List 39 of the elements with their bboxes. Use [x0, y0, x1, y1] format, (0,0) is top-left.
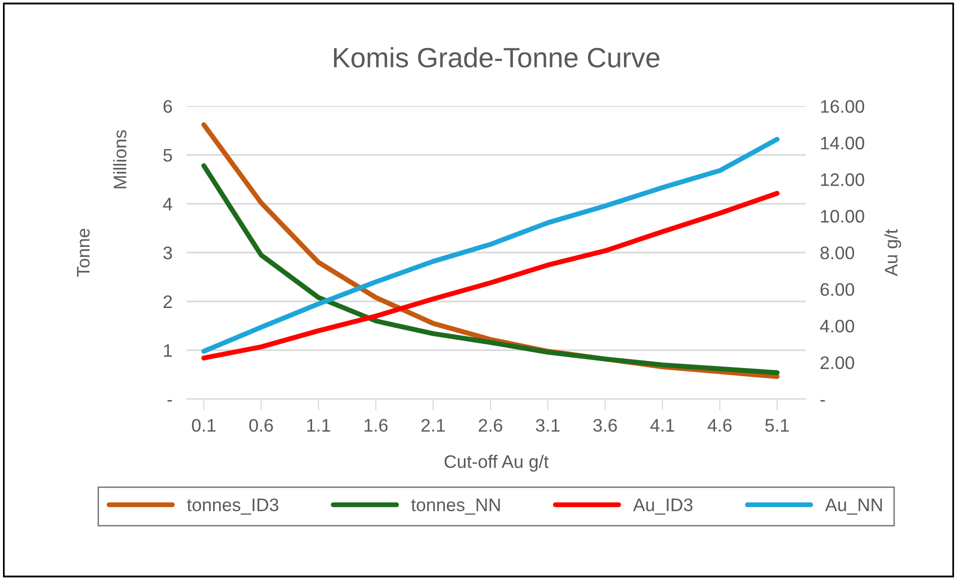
y2-tick-label: 16.00: [821, 100, 864, 113]
x-tick-label: 2.1: [422, 418, 445, 432]
y2-tick-label: 10.00: [821, 210, 864, 223]
x-tick-label: 0.1: [192, 418, 216, 432]
x-tick-label: 3.6: [593, 418, 617, 432]
legend-label: tonnes_NN: [411, 498, 500, 515]
legend-label: tonnes_ID3: [187, 498, 278, 515]
legend-label: Au_NN: [825, 498, 882, 515]
line-series: [201, 190, 780, 360]
x-tick-label: 1.1: [307, 419, 330, 432]
y-tick-label: 3: [163, 246, 172, 260]
y-tick-label: 5: [163, 149, 172, 162]
y2-tick-label: 4.00: [820, 320, 854, 333]
y2-tick-label: 12.00: [821, 173, 864, 186]
y-tick-label: 1: [164, 344, 172, 357]
line-series: [201, 136, 780, 354]
x-axis-title: Cut-off Au g/t: [444, 454, 549, 472]
x-tick-label: 4.1: [650, 419, 674, 432]
y-tick-label: -: [168, 400, 172, 402]
x-tick-label: 5.1: [765, 419, 789, 432]
x-tick-label: 4.6: [708, 418, 732, 432]
y-tick-label: 2: [164, 295, 172, 308]
y-axis-title: Tonne: [77, 228, 90, 277]
line-series: [201, 163, 780, 376]
x-tick-label: 0.6: [249, 418, 273, 432]
y-tick-label: 4: [163, 198, 172, 210]
x-tick-label: 1.6: [364, 418, 388, 432]
x-tick-label: 2.6: [478, 418, 502, 432]
y2-tick-label: 2.00: [820, 356, 854, 370]
y2-tick-label: 6.00: [820, 283, 854, 296]
y2-tick-label: 8.00: [820, 246, 854, 260]
y2-axis-title: Au g/t: [884, 229, 902, 276]
chart-title: Komis Grade-Tonne Curve: [334, 47, 660, 68]
y-tick-label: 6: [164, 100, 172, 113]
legend-label: Au_ID3: [633, 498, 692, 515]
y2-tick-label: -: [820, 400, 825, 402]
x-tick-label: 3.1: [536, 418, 560, 432]
text: Millions: [113, 130, 126, 188]
y2-tick-label: 14.00: [821, 136, 864, 150]
